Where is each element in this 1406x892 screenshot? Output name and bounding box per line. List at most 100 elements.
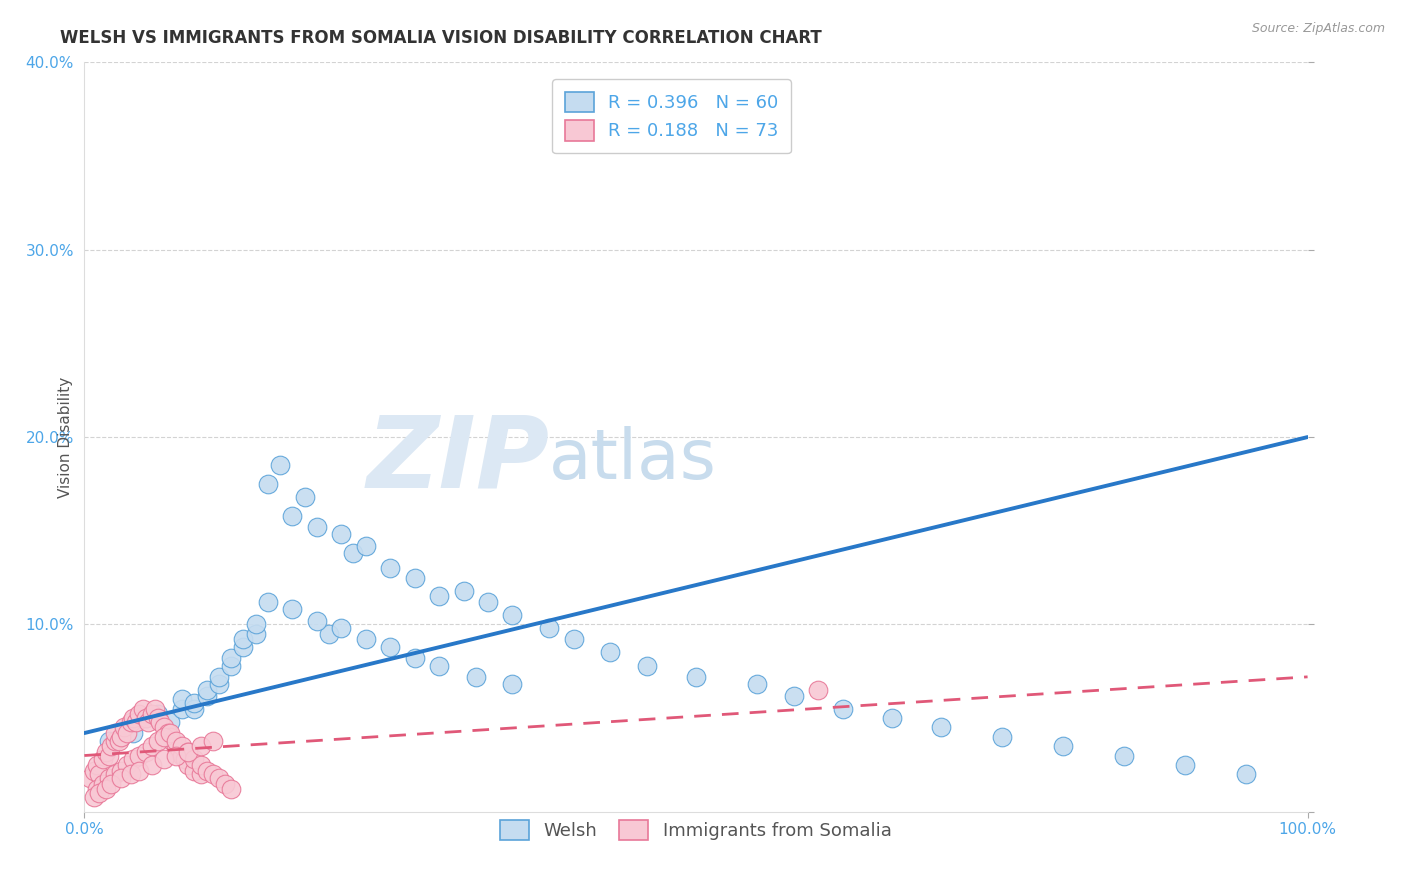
- Point: [1114, 748, 1136, 763]
- Point: [354, 539, 377, 553]
- Point: [87, 786, 110, 800]
- Text: atlas: atlas: [550, 426, 717, 493]
- Point: [208, 670, 231, 684]
- Y-axis label: Vision Disability: Vision Disability: [58, 376, 73, 498]
- Point: [294, 490, 316, 504]
- Point: [219, 658, 242, 673]
- Point: [257, 595, 280, 609]
- Point: [141, 739, 163, 753]
- Point: [135, 745, 157, 759]
- Legend: Welsh, Immigrants from Somalia: Welsh, Immigrants from Somalia: [494, 813, 898, 847]
- Point: [153, 721, 176, 735]
- Point: [404, 651, 426, 665]
- Point: [165, 739, 187, 753]
- Text: Source: ZipAtlas.com: Source: ZipAtlas.com: [1251, 22, 1385, 36]
- Point: [141, 707, 163, 722]
- Point: [86, 758, 108, 772]
- Point: [880, 711, 903, 725]
- Point: [153, 730, 176, 744]
- Point: [91, 752, 114, 766]
- Point: [110, 764, 132, 778]
- Point: [183, 701, 205, 715]
- Point: [183, 764, 205, 778]
- Point: [128, 764, 150, 778]
- Point: [96, 745, 118, 759]
- Point: [146, 707, 169, 722]
- Point: [96, 782, 118, 797]
- Point: [165, 733, 187, 747]
- Point: [380, 561, 402, 575]
- Point: [190, 758, 212, 772]
- Point: [122, 752, 145, 766]
- Point: [562, 632, 585, 647]
- Point: [149, 714, 172, 729]
- Point: [783, 689, 806, 703]
- Point: [342, 546, 364, 560]
- Point: [214, 776, 236, 791]
- Point: [110, 730, 132, 744]
- Point: [97, 733, 120, 747]
- Point: [159, 726, 181, 740]
- Point: [477, 595, 499, 609]
- Point: [122, 711, 145, 725]
- Point: [100, 739, 122, 753]
- Point: [125, 714, 148, 729]
- Point: [86, 782, 108, 797]
- Point: [831, 701, 853, 715]
- Point: [807, 683, 830, 698]
- Point: [318, 626, 340, 640]
- Point: [1236, 767, 1258, 781]
- Point: [172, 748, 194, 763]
- Point: [599, 646, 621, 660]
- Point: [269, 458, 291, 473]
- Point: [380, 640, 402, 654]
- Point: [502, 608, 524, 623]
- Point: [305, 614, 328, 628]
- Point: [190, 739, 212, 753]
- Point: [685, 670, 707, 684]
- Point: [245, 617, 267, 632]
- Point: [257, 476, 280, 491]
- Point: [195, 764, 218, 778]
- Point: [245, 626, 267, 640]
- Point: [120, 714, 142, 729]
- Point: [128, 707, 150, 722]
- Point: [502, 677, 524, 691]
- Point: [120, 767, 142, 781]
- Point: [929, 721, 952, 735]
- Point: [305, 520, 328, 534]
- Point: [1052, 739, 1074, 753]
- Point: [453, 583, 475, 598]
- Point: [110, 730, 132, 744]
- Point: [183, 752, 205, 766]
- Point: [219, 782, 242, 797]
- Point: [104, 767, 127, 781]
- Point: [232, 640, 254, 654]
- Point: [165, 748, 187, 763]
- Point: [159, 714, 181, 729]
- Point: [97, 748, 120, 763]
- Point: [991, 730, 1014, 744]
- Point: [208, 677, 231, 691]
- Point: [104, 726, 127, 740]
- Point: [159, 730, 181, 744]
- Point: [1174, 758, 1197, 772]
- Point: [162, 733, 184, 747]
- Point: [97, 771, 120, 785]
- Point: [91, 776, 114, 791]
- Point: [636, 658, 658, 673]
- Point: [146, 733, 169, 747]
- Point: [132, 701, 155, 715]
- Point: [281, 508, 304, 523]
- Point: [232, 632, 254, 647]
- Point: [354, 632, 377, 647]
- Point: [110, 771, 132, 785]
- Point: [83, 764, 105, 778]
- Point: [201, 733, 224, 747]
- Point: [172, 739, 194, 753]
- Point: [183, 696, 205, 710]
- Point: [464, 670, 486, 684]
- Point: [177, 745, 200, 759]
- Point: [83, 789, 105, 804]
- Text: WELSH VS IMMIGRANTS FROM SOMALIA VISION DISABILITY CORRELATION CHART: WELSH VS IMMIGRANTS FROM SOMALIA VISION …: [60, 29, 821, 47]
